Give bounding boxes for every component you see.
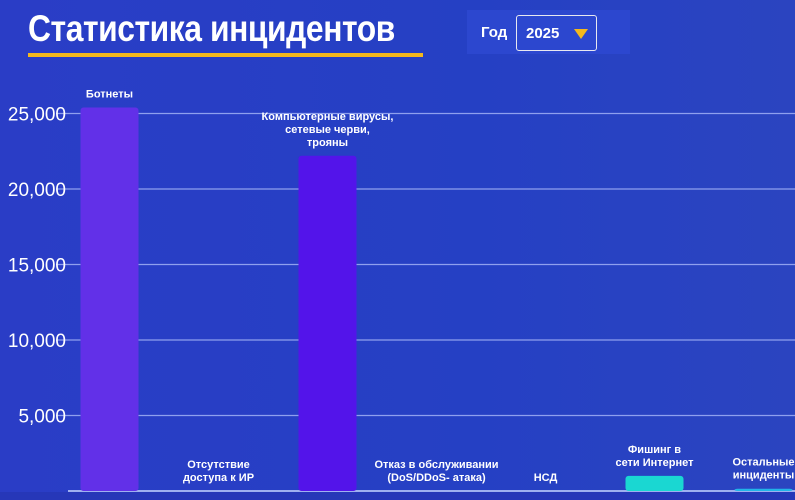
bar-label: сетевые черви, (285, 124, 370, 136)
year-label: Год (481, 24, 508, 41)
bar-label: трояны (307, 137, 348, 149)
bar-label: инциденты (733, 470, 794, 482)
bar-label: Фишинг в (628, 444, 681, 456)
year-select[interactable]: 2025 (516, 15, 597, 51)
year-filter: Год 2025 (467, 10, 630, 54)
bar[interactable] (734, 488, 793, 491)
bar-label: Ботнеты (86, 88, 133, 100)
page-title: Статистика инцидентов (28, 8, 395, 49)
chevron-down-icon (574, 29, 588, 39)
bar-label: сети Интернет (615, 457, 694, 469)
y-tick-label: 25,000 (8, 105, 66, 126)
bar[interactable] (625, 475, 684, 491)
bar-label: (DoS/DDoS- атака) (387, 472, 486, 484)
chart-footer (0, 492, 795, 500)
bar-label: Остальные (732, 457, 794, 469)
y-tick-label: 10,000 (8, 331, 66, 352)
bar-label: доступа к ИР (183, 472, 254, 484)
year-value: 2025 (526, 25, 560, 42)
y-tick-label: 20,000 (8, 180, 66, 201)
bar[interactable] (80, 107, 139, 492)
title-underline (28, 53, 423, 57)
bar[interactable] (298, 155, 357, 491)
bar-label: НСД (534, 472, 558, 484)
y-tick-label: 5,000 (18, 407, 66, 428)
bar-label: Компьютерные вирусы, (262, 111, 394, 123)
y-tick-label: 15,000 (8, 256, 66, 277)
bar-label: Отсутствие (187, 459, 250, 471)
bar-label: Отказ в обслуживании (374, 459, 498, 471)
